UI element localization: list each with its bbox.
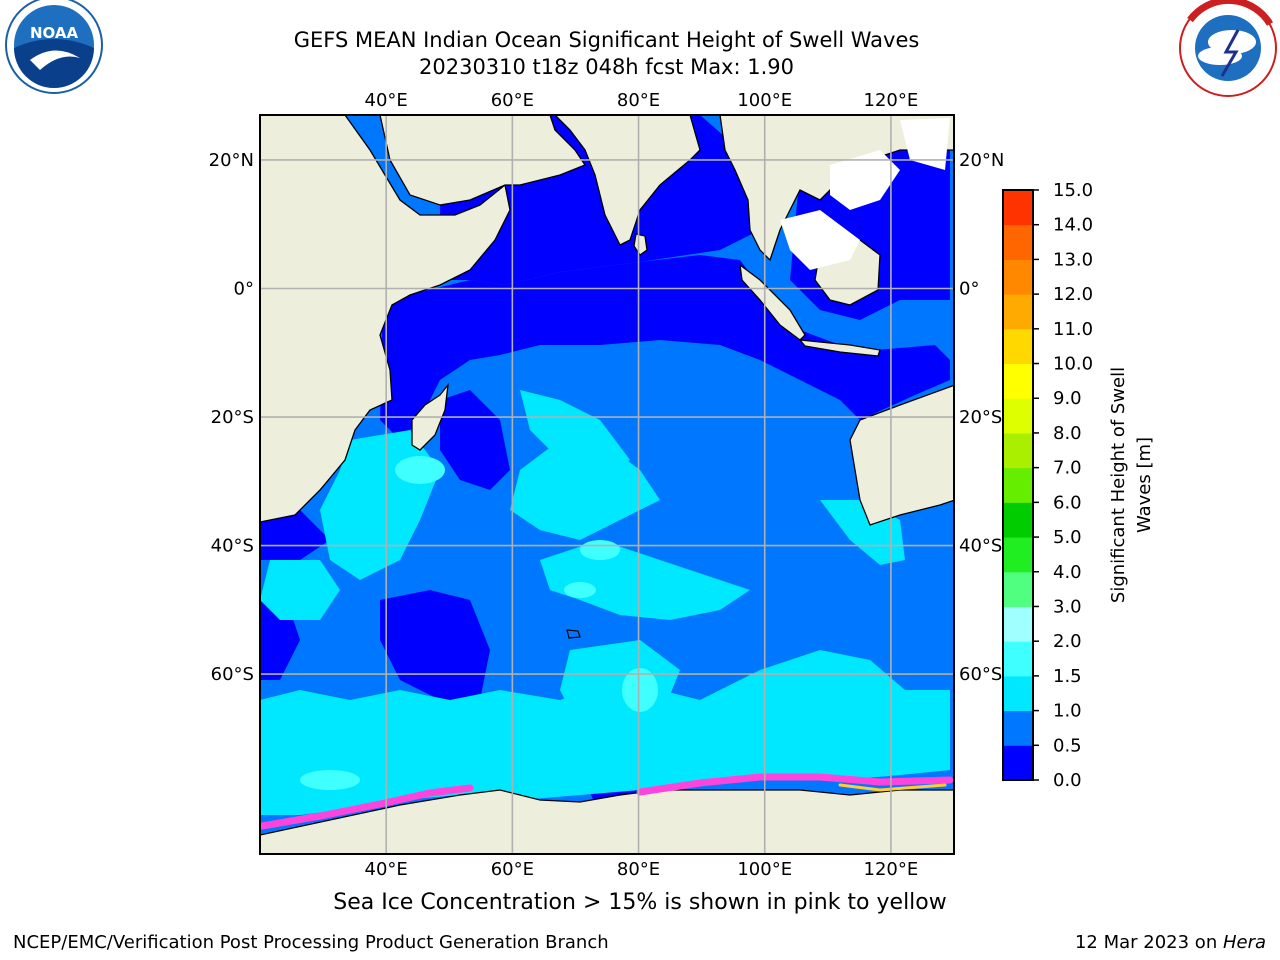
colorbar-tick-label-10: 8.0 xyxy=(1053,423,1082,444)
colorbar-tick-label-9: 7.0 xyxy=(1053,458,1082,479)
lon-label-bottom-4: 120°E xyxy=(864,859,919,880)
lon-ticks-bottom: 40°E 60°E 80°E 100°E 120°E xyxy=(365,859,919,880)
lat-label-left-0: 20°N xyxy=(209,150,254,171)
colorbar-bin-11 xyxy=(1003,363,1033,399)
lat-label-right-2: 20°S xyxy=(959,407,1002,428)
noaa-logo-text: NOAA xyxy=(30,24,79,42)
colorbar-tick-label-8: 6.0 xyxy=(1053,492,1082,513)
footer-date-text: 12 Mar 2023 on xyxy=(1074,932,1223,953)
colorbar-tick-label-5: 3.0 xyxy=(1053,596,1082,617)
lon-label-bottom-3: 100°E xyxy=(737,859,792,880)
lon-label-bottom-2: 80°E xyxy=(617,859,660,880)
colorbar-bin-6 xyxy=(1003,537,1033,573)
colorbar-tick-label-13: 11.0 xyxy=(1053,319,1093,340)
lon-label-top-3: 100°E xyxy=(737,90,792,111)
lon-label-top-1: 60°E xyxy=(491,90,534,111)
lon-label-top-2: 80°E xyxy=(617,90,660,111)
lat-ticks-left: 20°N 0° 20°S 40°S 60°S xyxy=(209,150,254,685)
lon-label-top-4: 120°E xyxy=(864,90,919,111)
colorbar-bin-8 xyxy=(1003,467,1033,503)
colorbar-tick-label-6: 4.0 xyxy=(1053,562,1082,583)
lon-label-bottom-0: 40°E xyxy=(365,859,408,880)
footer-credit: NCEP/EMC/Verification Post Processing Pr… xyxy=(13,932,609,953)
colorbar-bin-3 xyxy=(1003,641,1033,677)
colorbar-tick-label-15: 13.0 xyxy=(1053,249,1093,270)
colorbar-bin-7 xyxy=(1003,502,1033,538)
map-area xyxy=(260,115,954,854)
colorbar-tick-label-0: 0.0 xyxy=(1053,770,1082,791)
no-data-areas xyxy=(780,118,950,270)
map-title: GEFS MEAN Indian Ocean Significant Heigh… xyxy=(293,28,920,52)
colorbar-bin-16 xyxy=(1003,190,1033,226)
kerguelen-island xyxy=(566,629,581,639)
colorbar-bin-0 xyxy=(1003,745,1033,781)
map-subtitle: 20230310 t18z 048h fcst Max: 1.90 xyxy=(419,55,794,79)
nws-logo xyxy=(1179,0,1277,97)
colorbar-tick-label-3: 1.5 xyxy=(1053,666,1082,687)
noaa-logo: NOAA xyxy=(5,0,103,94)
colorbar-tick-label-12: 10.0 xyxy=(1053,354,1093,375)
colorbar-frame xyxy=(1002,189,1034,781)
colorbar-tick-label-4: 2.0 xyxy=(1053,631,1082,652)
lat-label-left-1: 0° xyxy=(234,279,254,300)
footer-host: Hera xyxy=(1222,932,1266,953)
lat-label-right-0: 20°N xyxy=(959,150,1004,171)
map-grid xyxy=(260,115,954,854)
colorbar-bin-2 xyxy=(1003,675,1033,712)
footer-date: 12 Mar 2023 on Hera xyxy=(1075,932,1266,953)
colorbar-bin-14 xyxy=(1003,259,1033,295)
colorbar-bin-4 xyxy=(1003,606,1033,642)
colorbar-bin-1 xyxy=(1003,710,1033,746)
lat-label-left-3: 40°S xyxy=(211,536,254,557)
colorbar-tick-label-14: 12.0 xyxy=(1053,284,1093,305)
lon-ticks-top: 40°E 60°E 80°E 100°E 120°E xyxy=(365,90,919,111)
colorbar-tick-label-2: 1.0 xyxy=(1053,701,1082,722)
colorbar-bin-13 xyxy=(1003,294,1033,330)
colorbar-tick-label-11: 9.0 xyxy=(1053,388,1082,409)
colorbar-tick-label-16: 14.0 xyxy=(1053,215,1093,236)
colorbar-bin-5 xyxy=(1003,571,1033,607)
colorbar-tick-label-1: 0.5 xyxy=(1053,735,1082,756)
colorbar-label: Significant Height of Swell xyxy=(1108,367,1129,603)
map-frame xyxy=(259,114,955,855)
lat-label-right-3: 40°S xyxy=(959,536,1002,557)
colorbar-tick-label-7: 5.0 xyxy=(1053,527,1082,548)
lon-label-bottom-1: 60°E xyxy=(491,859,534,880)
colorbar-bin-15 xyxy=(1003,224,1033,260)
lat-label-right-1: 0° xyxy=(959,279,979,300)
colorbar-tick-label-17: 15.0 xyxy=(1053,180,1093,201)
lon-label-top-0: 40°E xyxy=(365,90,408,111)
colorbar-bin-10 xyxy=(1003,398,1033,434)
colorbar-label-units: Waves [m] xyxy=(1134,437,1155,533)
colorbar: 0.0 0.5 1.0 1.5 2.0 3.0 4.0 5.0 6.0 7.0 8.0 9.0 10.0… xyxy=(1002,180,1093,791)
sea-ice-note: Sea Ice Concentration > 15% is shown in … xyxy=(333,890,947,915)
lat-label-left-4: 60°S xyxy=(211,664,254,685)
colorbar-bin-12 xyxy=(1003,328,1033,365)
colorbar-bin-9 xyxy=(1003,432,1033,469)
lat-label-left-2: 20°S xyxy=(211,407,254,428)
lat-ticks-right: 20°N 0° 20°S 40°S 60°S xyxy=(959,150,1004,685)
lat-label-right-4: 60°S xyxy=(959,664,1002,685)
